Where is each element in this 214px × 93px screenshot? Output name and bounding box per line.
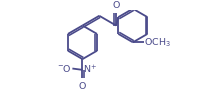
Text: O: O	[112, 1, 120, 10]
Text: N$\mathregular{{}^{+}}$: N$\mathregular{{}^{+}}$	[83, 63, 97, 76]
Text: $\mathregular{{}^{-}}$O: $\mathregular{{}^{-}}$O	[57, 63, 72, 74]
Text: O: O	[79, 82, 86, 91]
Text: OCH$_3$: OCH$_3$	[144, 36, 171, 49]
